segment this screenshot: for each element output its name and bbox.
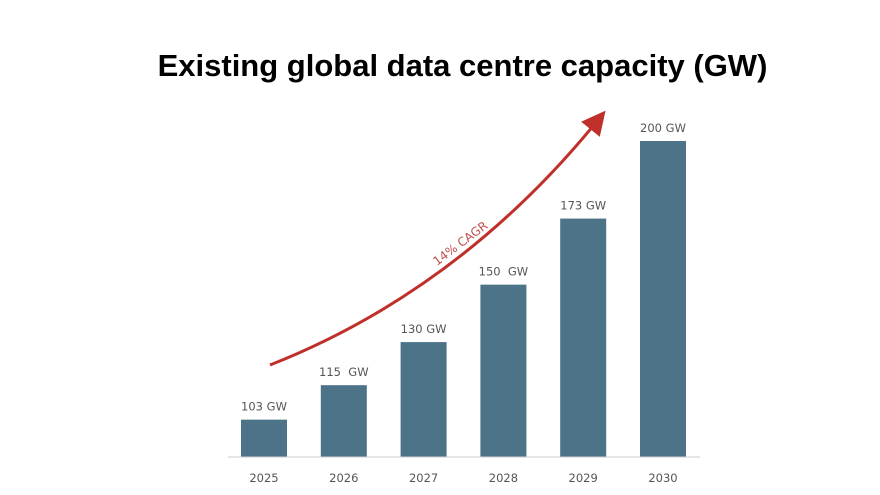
data-label: 200 GW <box>640 121 686 135</box>
x-tick-label: 2028 <box>489 471 518 485</box>
bar-2030 <box>640 141 686 457</box>
bar-2025 <box>241 419 287 457</box>
bar-2026 <box>320 385 367 457</box>
growth-arrow <box>269 110 606 367</box>
data-label: 103 GW <box>241 400 287 414</box>
x-tick-label: 2026 <box>329 471 358 485</box>
cagr-annotation: 14% CAGR <box>430 218 490 268</box>
data-label: 115 GW <box>319 365 369 379</box>
data-label: 173 GW <box>560 199 606 213</box>
x-tick-label: 2027 <box>409 471 438 485</box>
x-tick-label: 2030 <box>648 471 677 485</box>
data-label: 130 GW <box>401 322 447 336</box>
bar-2027 <box>400 342 447 457</box>
bar-2029 <box>560 218 607 457</box>
chart-title: Existing global data centre capacity (GW… <box>157 48 768 83</box>
bar-2028 <box>480 284 527 457</box>
data-label: 150 GW <box>479 265 529 279</box>
x-tick-label: 2029 <box>569 471 598 485</box>
x-tick-label: 2025 <box>249 471 278 485</box>
